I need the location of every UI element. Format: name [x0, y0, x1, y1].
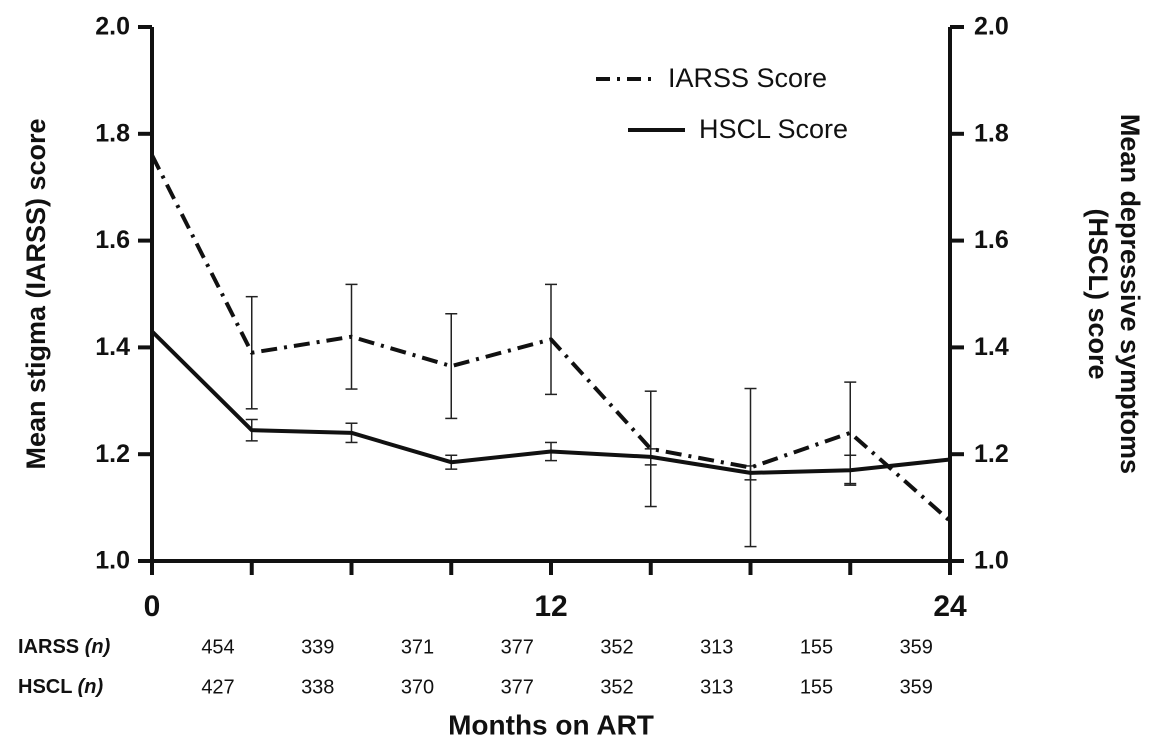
right-y-axis-title-line1: Mean depressive symptoms — [1115, 114, 1145, 474]
legend-label-iarss: IARSS Score — [668, 63, 827, 93]
right-y-tick-label: 2.0 — [974, 13, 1009, 41]
right-y-tick-label: 1.6 — [974, 226, 1009, 254]
x-tick-label: 24 — [933, 590, 967, 623]
error-bars — [245, 283, 857, 548]
n-row-value: 339 — [301, 636, 334, 658]
x-tick-label: 12 — [534, 590, 567, 623]
left-y-tick-label: 1.4 — [95, 333, 130, 361]
n-row-value: 454 — [201, 636, 234, 658]
n-row-value: 313 — [700, 676, 733, 698]
sample-size-table: IARSS (n) 454 339 371 377 352 313 155 359 HSCL (n… — [18, 636, 933, 698]
n-row-value: 155 — [800, 676, 833, 698]
series-lines — [150, 154, 952, 523]
left-y-tick-label: 1.2 — [95, 440, 130, 468]
right-y-tick-label: 1.2 — [974, 440, 1009, 468]
right-y-tick-label: 1.0 — [974, 547, 1009, 575]
n-row-value: 313 — [700, 636, 733, 658]
x-tick-label: 0 — [144, 590, 161, 623]
right-y-axis-title-line2: (HSCL) score — [1083, 208, 1113, 379]
left-y-tick-label: 2.0 — [95, 13, 130, 41]
n-row-value: 359 — [900, 676, 933, 698]
ticks: 1.0 1.0 1.2 1.2 1.4 1.4 1.6 1.6 1.8 1.8 2.0 2.0 0 12 2… — [95, 13, 1009, 623]
legend: IARSS Score HSCL Score — [596, 63, 848, 144]
x-axis-title: Months on ART — [448, 709, 654, 740]
error-bar — [445, 313, 458, 420]
n-row-value: 338 — [301, 676, 334, 698]
left-y-tick-label: 1.0 — [95, 547, 130, 575]
legend-label-hscl: HSCL Score — [699, 114, 848, 144]
n-row-value: 352 — [600, 636, 633, 658]
n-row-label: IARSS (n) — [18, 636, 111, 658]
n-row-value: 371 — [401, 636, 434, 658]
n-row-value: 359 — [900, 636, 933, 658]
series-line-iarss — [150, 154, 952, 523]
left-y-tick-label: 1.8 — [95, 119, 130, 147]
n-row-value: 352 — [600, 676, 633, 698]
n-row-value: 155 — [800, 636, 833, 658]
series-line-hscl — [150, 329, 951, 475]
left-y-tick-label: 1.6 — [95, 226, 130, 254]
left-y-axis-title: Mean stigma (IARSS) score — [21, 118, 51, 469]
right-y-tick-label: 1.8 — [974, 119, 1009, 147]
n-row-value: 427 — [201, 676, 234, 698]
right-y-tick-label: 1.4 — [974, 333, 1009, 361]
n-row-label: HSCL (n) — [18, 676, 104, 698]
n-row-value: 377 — [501, 636, 534, 658]
n-row-value: 370 — [401, 676, 434, 698]
n-row-value: 377 — [501, 676, 534, 698]
